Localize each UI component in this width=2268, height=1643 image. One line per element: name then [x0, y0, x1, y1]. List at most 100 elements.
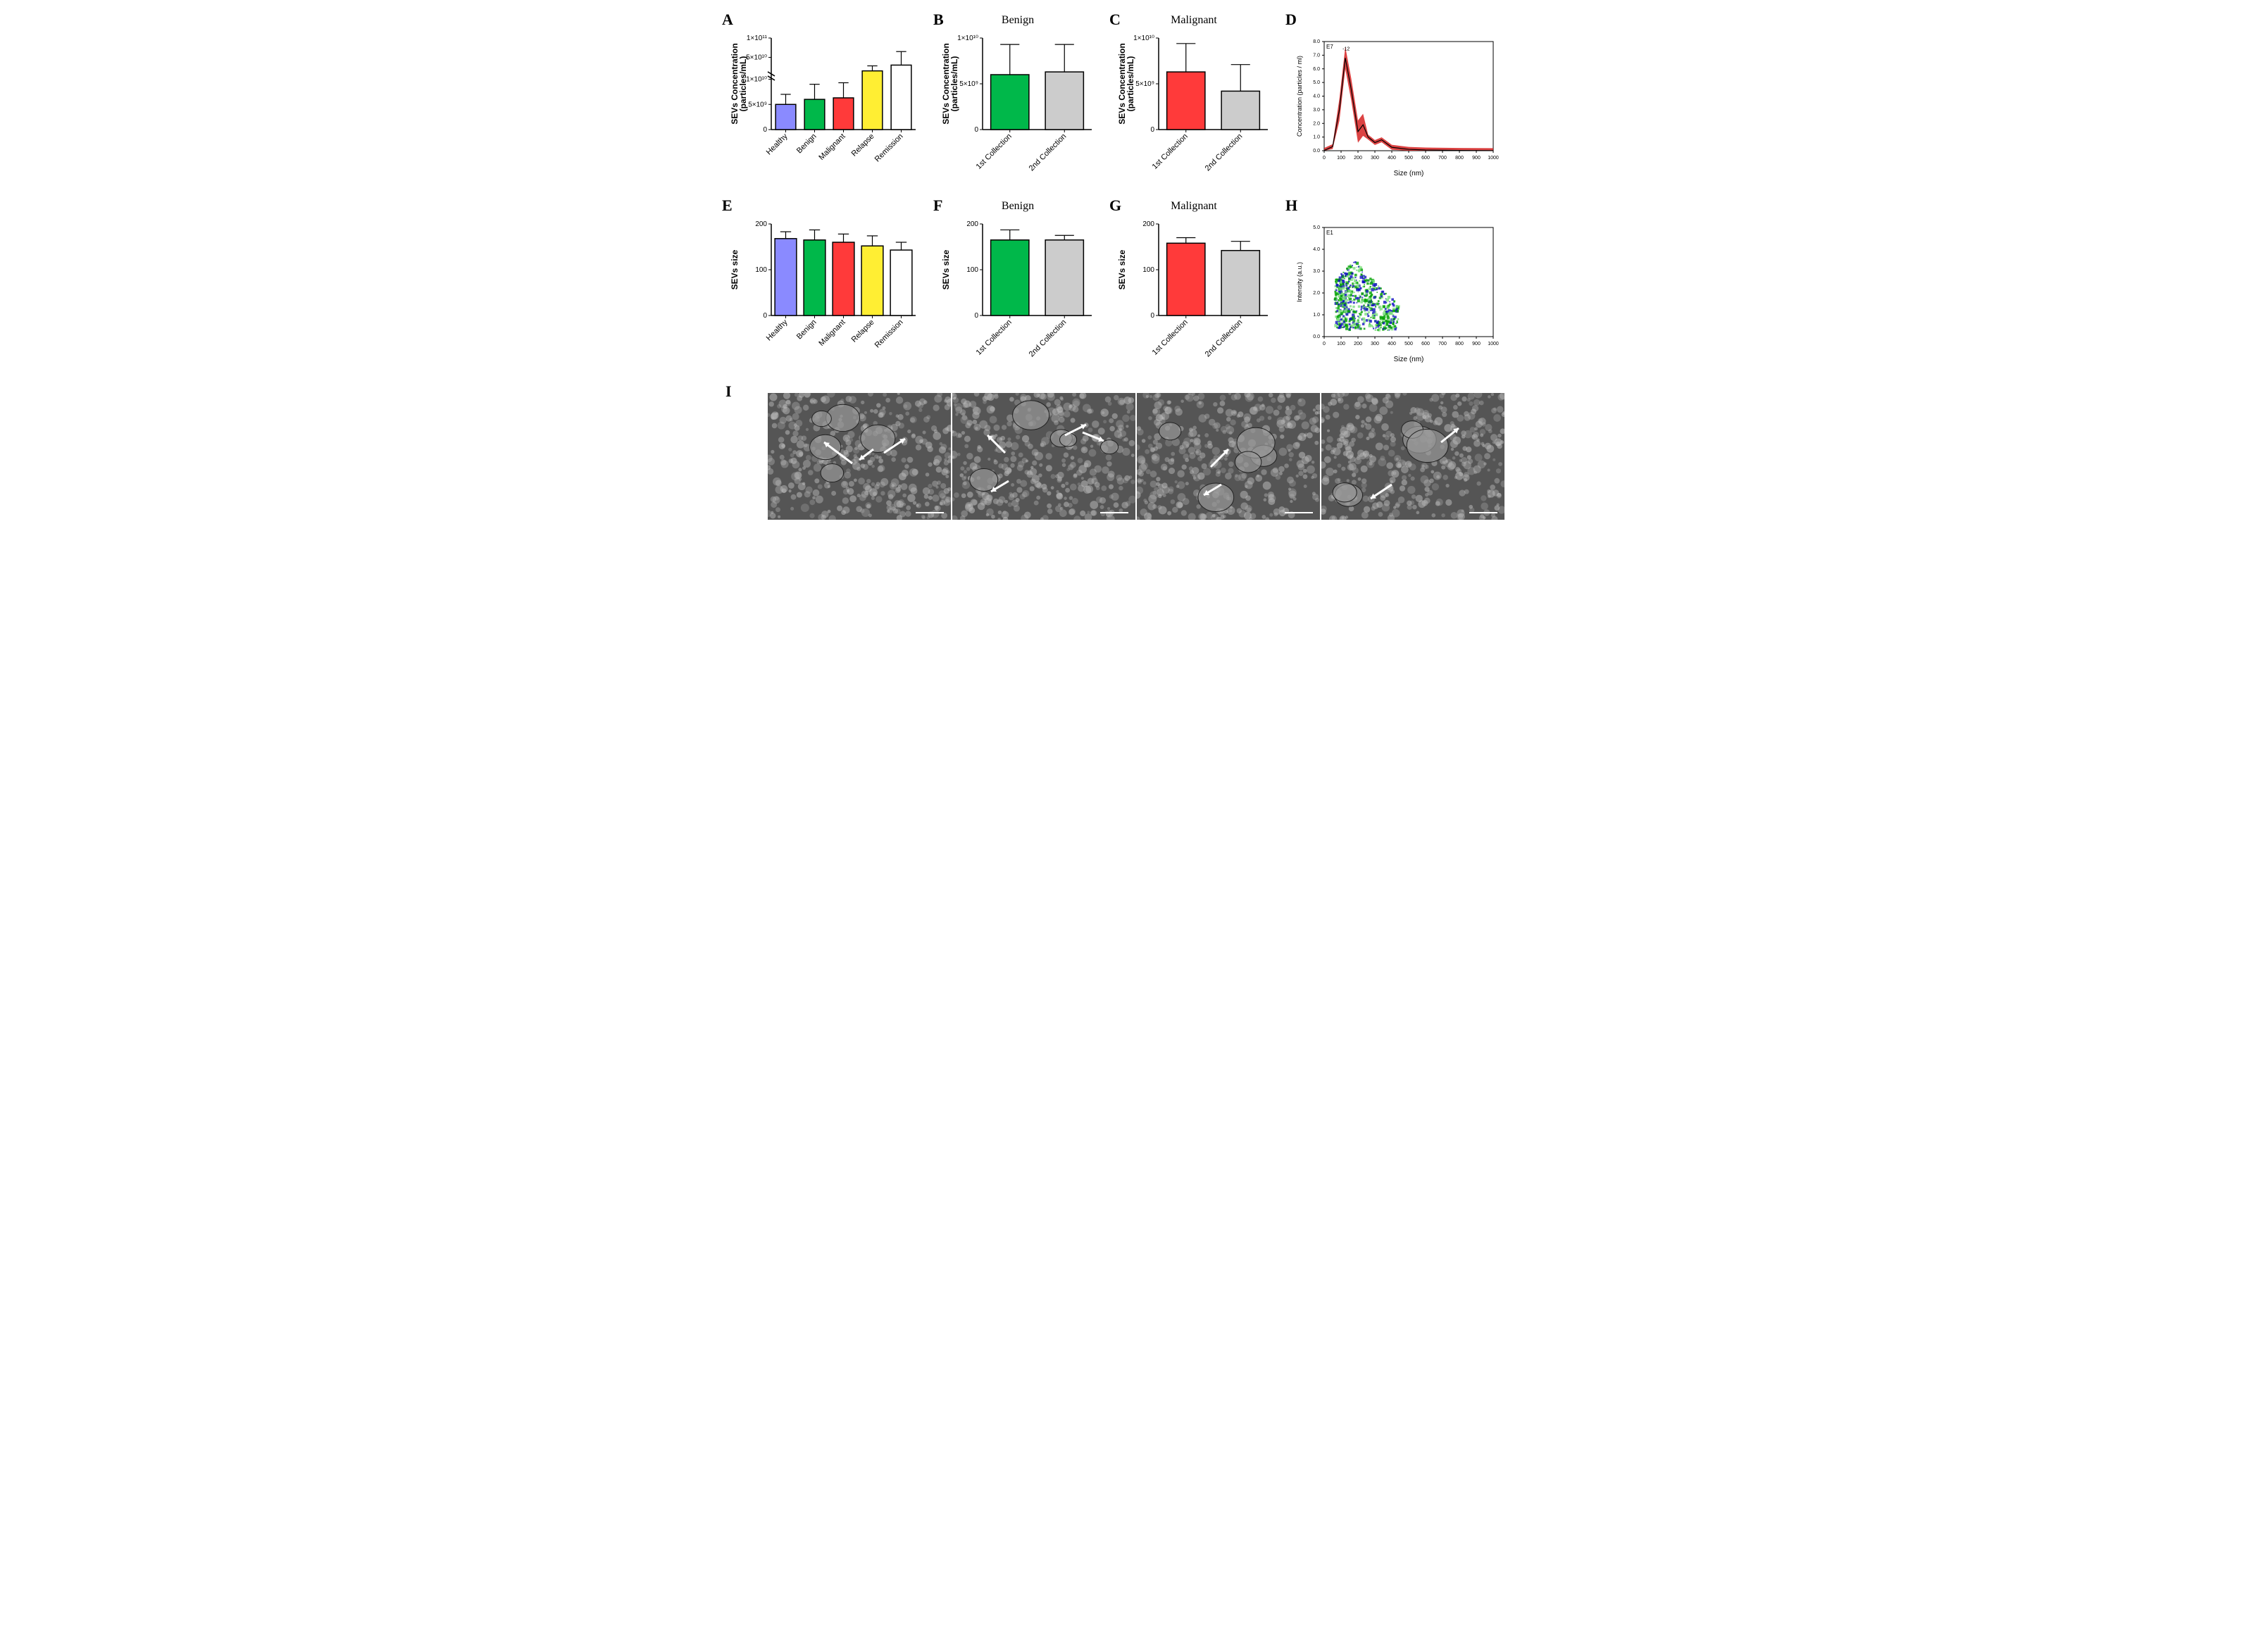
bar-1st Collection: [991, 75, 1029, 130]
svg-text:5×10⁹: 5×10⁹: [1135, 80, 1154, 88]
svg-text:7.0: 7.0: [1313, 53, 1320, 58]
svg-text:Concentration (particles / ml): Concentration (particles / ml): [1296, 56, 1303, 137]
row1: A05×10⁹1×10¹⁰5×10¹⁰1×10¹¹SEVs Concentrat…: [725, 14, 1543, 179]
bar-Remission: [890, 250, 912, 316]
chart-G: 0100200SEVs size1st Collection2nd Collec…: [1113, 217, 1275, 365]
svg-text:400: 400: [1388, 342, 1396, 346]
panel-title-E: [725, 200, 923, 214]
svg-text:0: 0: [1150, 312, 1154, 320]
panel-A: A05×10⁹1×10¹⁰5×10¹⁰1×10¹¹SEVs Concentrat…: [725, 14, 923, 179]
panel-label-H: H: [1285, 196, 1297, 215]
svg-text:500: 500: [1404, 156, 1413, 161]
svg-text:0: 0: [974, 312, 978, 320]
bar-Healthy: [775, 239, 797, 316]
bar-Malignant: [833, 242, 854, 316]
chart-D: 010020030040050060070080090010000.01.02.…: [1289, 31, 1500, 179]
em-image-row: [768, 393, 1504, 520]
em-image-4: [1321, 393, 1504, 520]
svg-text:2nd Collection: 2nd Collection: [1204, 132, 1245, 173]
bar-Malignant: [833, 98, 854, 130]
panel-label-G: G: [1109, 196, 1121, 215]
svg-text:Remission: Remission: [873, 132, 905, 164]
svg-text:400: 400: [1388, 156, 1396, 161]
svg-text:SEVs size: SEVs size: [1117, 249, 1127, 289]
svg-text:5×10¹⁰: 5×10¹⁰: [746, 54, 767, 61]
svg-text:2nd Collection: 2nd Collection: [1028, 318, 1068, 359]
svg-text:2nd Collection: 2nd Collection: [1028, 132, 1068, 173]
svg-text:200: 200: [966, 220, 978, 228]
svg-text:100: 100: [966, 266, 978, 274]
panel-D: D010020030040050060070080090010000.01.02…: [1289, 14, 1500, 179]
svg-text:1.0: 1.0: [1313, 313, 1320, 318]
svg-text:1×10¹⁰: 1×10¹⁰: [746, 75, 767, 83]
bar-1st Collection: [991, 240, 1029, 316]
svg-text:4.0: 4.0: [1313, 94, 1320, 99]
svg-text:2.0: 2.0: [1313, 121, 1320, 126]
svg-text:0: 0: [763, 312, 767, 320]
em-image-2: [952, 393, 1135, 520]
svg-text:600: 600: [1421, 156, 1430, 161]
panel-label-B: B: [933, 11, 944, 29]
svg-text:5.0: 5.0: [1313, 225, 1320, 230]
bar-2nd Collection: [1045, 72, 1083, 130]
svg-text:100: 100: [755, 266, 767, 274]
svg-text:700: 700: [1438, 342, 1447, 346]
svg-text:300: 300: [1371, 156, 1379, 161]
figure-root: A05×10⁹1×10¹⁰5×10¹⁰1×10¹¹SEVs Concentrat…: [711, 0, 1557, 555]
chart-B: 05×10⁹1×10¹⁰SEVs Concentration(particles…: [937, 31, 1099, 179]
svg-text:900: 900: [1472, 156, 1481, 161]
svg-text:1×10¹⁰: 1×10¹⁰: [957, 35, 978, 42]
svg-text:100: 100: [1337, 342, 1345, 346]
svg-text:0.0: 0.0: [1313, 335, 1320, 339]
chart-E: 0100200SEVs sizeHealthyBenignMalignantRe…: [725, 217, 923, 365]
row3: I: [725, 386, 1543, 520]
svg-text:1st Collection: 1st Collection: [1151, 318, 1190, 357]
panel-F: FBenign0100200SEVs size1st Collection2nd…: [937, 200, 1099, 365]
panel-label-A: A: [722, 11, 733, 29]
svg-text:200: 200: [1142, 220, 1154, 228]
svg-text:100: 100: [1337, 156, 1345, 161]
svg-text:8.0: 8.0: [1313, 39, 1320, 44]
panel-B: BBenign05×10⁹1×10¹⁰SEVs Concentration(pa…: [937, 14, 1099, 179]
svg-text:Benign: Benign: [795, 318, 818, 342]
svg-text:1×10¹⁰: 1×10¹⁰: [1133, 35, 1154, 42]
svg-text:E1: E1: [1326, 230, 1333, 236]
svg-text:0: 0: [1323, 342, 1326, 346]
svg-text:Intensity (a.u.): Intensity (a.u.): [1296, 262, 1303, 302]
svg-text:1st Collection: 1st Collection: [975, 318, 1014, 357]
svg-text:0: 0: [974, 126, 978, 134]
panel-title-C: Malignant: [1113, 14, 1275, 28]
panel-title-G: Malignant: [1113, 200, 1275, 214]
svg-text:1.0: 1.0: [1313, 135, 1320, 139]
row2: E0100200SEVs sizeHealthyBenignMalignantR…: [725, 200, 1543, 365]
svg-text:Malignant: Malignant: [817, 132, 847, 162]
svg-text:-12: -12: [1342, 47, 1350, 52]
panel-title-D: [1289, 14, 1500, 28]
svg-text:700: 700: [1438, 156, 1447, 161]
svg-text:0: 0: [1150, 126, 1154, 134]
bar-Relapse: [862, 71, 883, 130]
svg-text:2nd Collection: 2nd Collection: [1204, 318, 1245, 359]
panel-label-C: C: [1109, 11, 1121, 29]
panel-title-F: Benign: [937, 200, 1099, 214]
svg-text:2.0: 2.0: [1313, 291, 1320, 296]
svg-text:4.0: 4.0: [1313, 247, 1320, 252]
bar-2nd Collection: [1221, 251, 1259, 316]
svg-text:SEVs Concentration(particles/m: SEVs Concentration(particles/mL): [941, 43, 959, 124]
svg-text:5×10⁹: 5×10⁹: [748, 101, 767, 108]
chart-A: 05×10⁹1×10¹⁰5×10¹⁰1×10¹¹SEVs Concentrati…: [725, 31, 923, 179]
bar-Healthy: [775, 104, 796, 130]
svg-text:Relapse: Relapse: [850, 318, 876, 344]
chart-F: 0100200SEVs size1st Collection2nd Collec…: [937, 217, 1099, 365]
bar-1st Collection: [1167, 72, 1205, 130]
panel-title-H: [1289, 200, 1500, 214]
bar-Remission: [891, 65, 911, 130]
chart-C: 05×10⁹1×10¹⁰SEVs Concentration(particles…: [1113, 31, 1275, 179]
svg-text:800: 800: [1455, 156, 1464, 161]
svg-text:300: 300: [1371, 342, 1379, 346]
panel-label-E: E: [722, 196, 733, 215]
chart-H: 010020030040050060070080090010000.01.02.…: [1289, 217, 1500, 365]
svg-text:1000: 1000: [1488, 342, 1499, 346]
svg-text:E7: E7: [1326, 44, 1333, 50]
svg-text:Benign: Benign: [795, 132, 818, 156]
